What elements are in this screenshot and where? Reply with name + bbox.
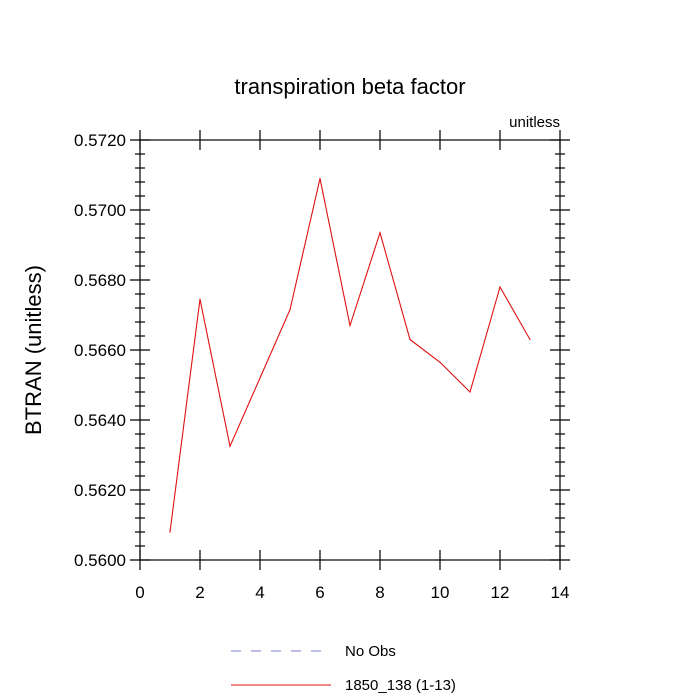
plot-frame — [139, 139, 561, 561]
series-line-1 — [169, 178, 531, 533]
y-tick-label: 0.5660 — [74, 341, 126, 360]
y-tick-label: 0.5680 — [74, 271, 126, 290]
legend-label-no-obs: No Obs — [345, 643, 396, 660]
x-tick-label: 8 — [375, 583, 384, 602]
data-point — [259, 377, 261, 379]
legend-label-1850-138: 1850_138 (1-13) — [345, 677, 456, 694]
y-tick-label: 0.5600 — [74, 551, 126, 570]
data-point — [499, 286, 501, 288]
data-point — [529, 338, 531, 341]
axis-ticks — [130, 130, 570, 570]
x-tick-label: 2 — [195, 583, 204, 602]
data-point — [349, 324, 351, 327]
data-point — [289, 309, 291, 311]
y-axis-label: BTRAN (unitless) — [21, 265, 46, 435]
data-point — [229, 445, 231, 447]
y-tick-label: 0.5720 — [74, 131, 126, 150]
x-tick-label: 14 — [551, 583, 570, 602]
chart-title: transpiration beta factor — [234, 74, 465, 99]
y-tick-label: 0.5700 — [74, 201, 126, 220]
x-tick-label: 0 — [135, 583, 144, 602]
legend: No Obs 1850_138 (1-13) — [231, 643, 456, 694]
series-lines — [169, 177, 531, 533]
x-tick-label: 12 — [491, 583, 510, 602]
y-tick-label: 0.5620 — [74, 481, 126, 500]
chart-unit-label: unitless — [509, 114, 560, 131]
data-point — [379, 232, 381, 234]
data-point — [439, 361, 441, 363]
data-point — [169, 531, 171, 533]
x-tick-label: 10 — [431, 583, 450, 602]
data-point — [469, 391, 471, 393]
data-point — [199, 298, 201, 300]
x-tick-label: 4 — [255, 583, 264, 602]
data-point — [319, 177, 321, 180]
x-tick-label: 6 — [315, 583, 324, 602]
y-tick-label: 0.5640 — [74, 411, 126, 430]
tick-labels: 0 2 4 6 8 10 12 14 0.5600 0.5620 0.5640 0.5660 0.568… — [74, 131, 569, 602]
data-point — [409, 338, 411, 341]
